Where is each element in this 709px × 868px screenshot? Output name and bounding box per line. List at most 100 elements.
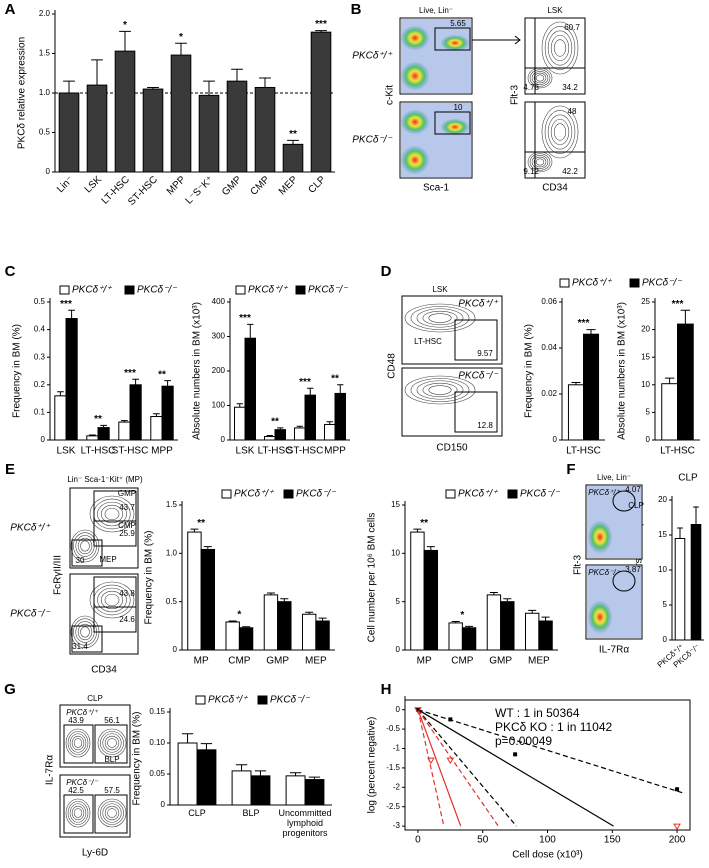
label: 25.9	[119, 529, 135, 538]
fit-line	[417, 709, 684, 794]
bar	[282, 143, 304, 173]
significance: ***	[124, 368, 136, 379]
bar	[65, 318, 78, 441]
contour	[428, 313, 452, 323]
y-tick-label: 0.4	[34, 325, 46, 334]
point	[414, 707, 422, 714]
contour	[410, 306, 470, 330]
contour	[77, 623, 93, 641]
y-axis-label: log (percent negative)	[367, 717, 378, 814]
label: GMP	[118, 489, 136, 498]
y-tick-label: 0	[46, 167, 51, 176]
legend-swatch	[257, 695, 268, 705]
significance: ***	[315, 19, 327, 30]
x-tick-label: BLP	[242, 808, 260, 818]
x-tick-label: LT-HSC	[566, 446, 601, 457]
bar	[58, 92, 80, 173]
error-bar	[287, 139, 299, 145]
contour	[80, 626, 90, 638]
y-tick-label: 0.04	[541, 343, 557, 352]
contour	[104, 735, 120, 751]
bar	[277, 601, 292, 651]
axis-label: IL-7Rα	[45, 755, 56, 785]
label: LT-HSC	[414, 337, 442, 346]
label: 31.4	[72, 642, 88, 651]
error-bar	[203, 80, 215, 96]
label: PKCδ⁻/⁻	[66, 778, 98, 787]
y-tick-label: -1.5	[386, 763, 400, 772]
bar	[285, 775, 306, 806]
y-tick-label: 0	[646, 435, 651, 444]
flow-plot	[69, 487, 139, 569]
panel-label: B	[351, 1, 362, 18]
bar	[118, 421, 131, 441]
panel-label: H	[381, 681, 392, 698]
annotation: WT : 1 in 50364	[495, 706, 580, 720]
label: 43.7	[119, 503, 135, 512]
bar	[583, 333, 600, 441]
x-tick-label: MPP	[165, 174, 188, 197]
flow-plot	[69, 573, 139, 655]
label: 60.7	[564, 23, 580, 32]
x-tick-label: LT-HSC	[258, 446, 293, 457]
contour	[104, 805, 120, 821]
bar	[254, 86, 276, 173]
label: 43.9	[68, 716, 84, 725]
y-tick-label: 2.0	[39, 9, 51, 18]
error-bar	[235, 764, 248, 771]
error-bar	[242, 626, 251, 628]
bar	[448, 622, 463, 651]
contour	[428, 385, 452, 395]
contour	[73, 738, 83, 748]
error-bar	[308, 776, 321, 780]
label: PKCδ⁻/⁻	[352, 135, 392, 146]
y-tick-label: 10	[641, 380, 650, 389]
error-bar	[677, 527, 683, 539]
bar	[315, 620, 330, 651]
bar	[334, 392, 346, 441]
error-bar	[190, 528, 199, 533]
x-tick-label: 50	[477, 835, 489, 846]
x-tick-label: CMP	[228, 656, 251, 667]
significance: **	[271, 417, 279, 428]
x-tick-label: MP	[194, 656, 209, 667]
bar	[54, 395, 67, 441]
y-tick-label: 0	[161, 800, 166, 809]
contour	[416, 308, 464, 328]
bar	[86, 435, 99, 441]
bar	[200, 548, 216, 651]
contour	[89, 495, 135, 533]
y-tick-label: -2.5	[386, 802, 400, 811]
y-tick-label: 0	[396, 645, 401, 654]
error-bar	[289, 772, 302, 776]
y-tick-label: 1.5	[166, 500, 178, 509]
legend-swatch	[283, 489, 294, 499]
significance: ***	[60, 299, 72, 310]
y-tick-label: 0.05	[149, 769, 165, 778]
contour	[100, 590, 124, 610]
axis-label: c-Kit	[385, 85, 396, 105]
fit-line	[417, 709, 614, 827]
y-tick-label: 0.10	[149, 738, 165, 747]
annotation: PKCδ KO : 1 in 11042	[495, 720, 613, 734]
bar	[301, 613, 317, 651]
error-bar	[63, 80, 75, 93]
contour	[107, 808, 117, 818]
density	[588, 521, 612, 553]
y-axis-label: Frequency in BM (%)	[132, 712, 143, 806]
x-tick-label: GMP	[220, 174, 244, 198]
bar	[567, 384, 585, 441]
label: Sca-1	[423, 183, 450, 194]
x-tick-label: 150	[604, 835, 621, 846]
x-tick-label: 200	[669, 835, 686, 846]
label: PKCδ⁻/⁻	[10, 609, 50, 620]
label: 56.1	[104, 716, 120, 725]
error-bar	[119, 30, 131, 52]
error-bar	[266, 435, 273, 437]
x-tick-label: MEP	[277, 174, 300, 197]
y-axis-label: Frequency in BM (%)	[524, 324, 535, 418]
y-axis-label: Absolute numbers in BM (x10³)	[617, 302, 628, 440]
label: 42.2	[562, 167, 578, 176]
significance: **	[289, 129, 297, 140]
panel-label: D	[381, 263, 392, 280]
